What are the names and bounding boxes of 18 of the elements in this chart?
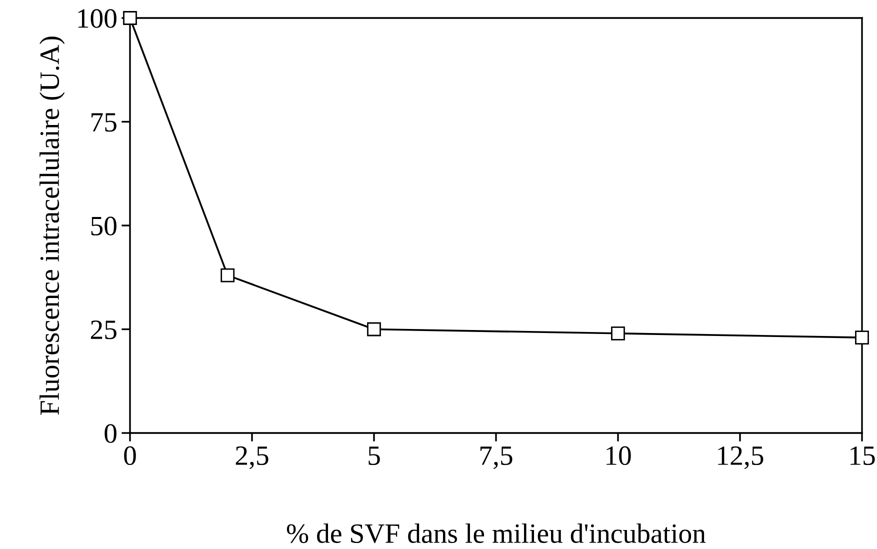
point xyxy=(220,268,235,282)
x-tick-label: 10 xyxy=(606,446,631,466)
y-tick-label: 0 xyxy=(104,424,116,443)
y-tick-label: 25 xyxy=(90,320,116,340)
x-tick-label: 12,5 xyxy=(718,446,764,470)
x-axis-title: % de SVF dans le milieu d'incubation xyxy=(286,523,706,544)
point xyxy=(855,330,869,344)
y-tick-label: 100 xyxy=(78,9,116,28)
x-tick-label: 7,5 xyxy=(480,446,512,470)
x-tick-label: 5 xyxy=(368,446,380,466)
y-tick-label: 50 xyxy=(91,216,116,236)
y-axis-title: Fluorescence intracellulaire (U.A) xyxy=(40,36,65,415)
x-tick-label: 2,5 xyxy=(236,446,268,470)
x-tick-label: 0 xyxy=(124,446,136,466)
point xyxy=(611,326,625,340)
y-tick-label: 75 xyxy=(92,113,116,132)
point xyxy=(367,322,381,336)
x-tick-label: 15 xyxy=(850,446,875,466)
